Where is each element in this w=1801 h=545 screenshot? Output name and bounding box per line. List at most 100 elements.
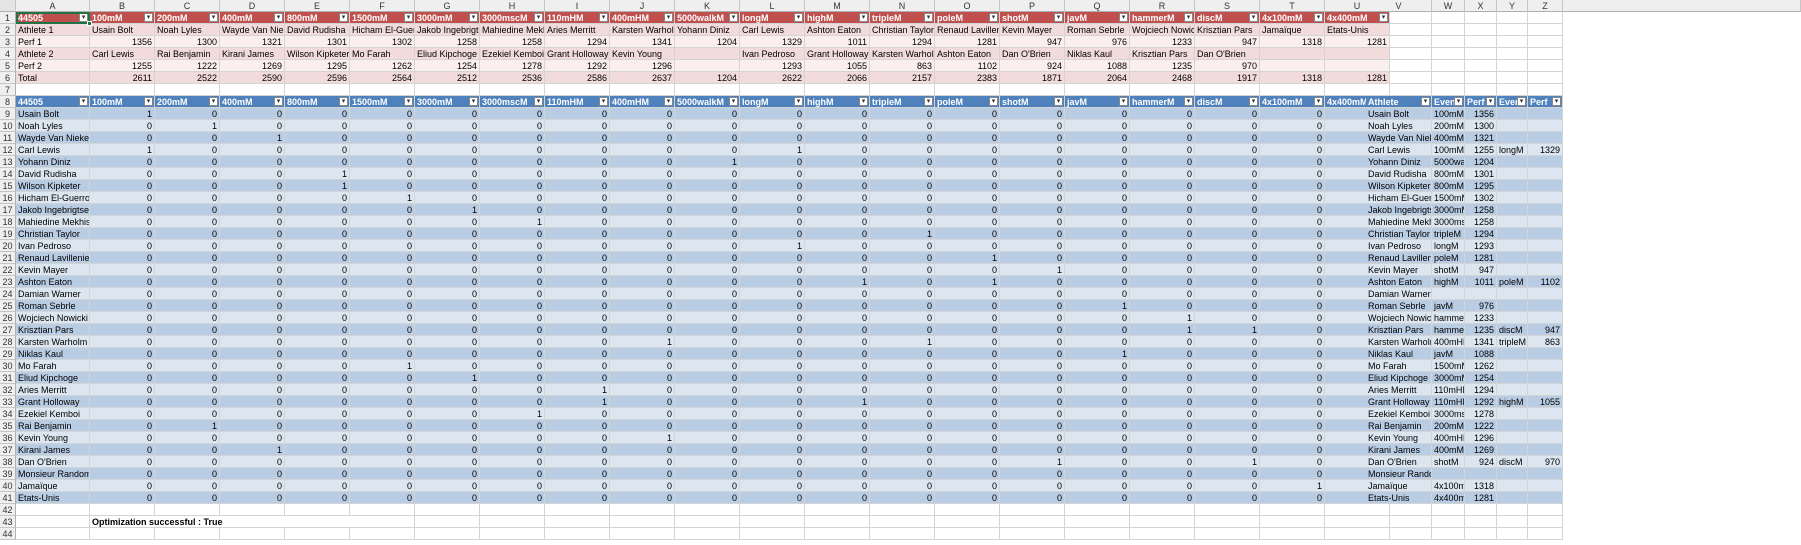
- cell[interactable]: [1366, 36, 1432, 48]
- athlete-name-cell[interactable]: Jamaïque: [16, 480, 90, 492]
- side-table-cell[interactable]: [1497, 384, 1528, 396]
- top-table-cell[interactable]: 2596: [285, 72, 350, 84]
- assignment-cell[interactable]: 0: [1260, 192, 1325, 204]
- assignment-cell[interactable]: 0: [805, 444, 870, 456]
- assignment-cell[interactable]: 1: [805, 396, 870, 408]
- row-header-35[interactable]: 35: [0, 420, 16, 432]
- row-header-31[interactable]: 31: [0, 372, 16, 384]
- cell[interactable]: [805, 528, 870, 540]
- assignment-cell[interactable]: 0: [480, 276, 545, 288]
- assignment-cell[interactable]: 0: [1000, 348, 1065, 360]
- side-table-cell[interactable]: Rai Benjamin: [1366, 420, 1432, 432]
- assignment-cell[interactable]: 0: [1000, 336, 1065, 348]
- assignment-cell[interactable]: 0: [480, 432, 545, 444]
- assignment-cell[interactable]: 0: [1130, 288, 1195, 300]
- assignment-cell[interactable]: 0: [805, 324, 870, 336]
- side-table-cell[interactable]: 1255: [1465, 144, 1497, 156]
- side-table-cell[interactable]: Carl Lewis: [1366, 144, 1432, 156]
- row-header-7[interactable]: 7: [0, 84, 16, 96]
- assignment-cell[interactable]: 0: [415, 276, 480, 288]
- column-header-G[interactable]: G: [415, 0, 480, 12]
- bottom-table-header-400mHM[interactable]: 400mHM ▾: [610, 96, 675, 108]
- assignment-cell[interactable]: 0: [1195, 144, 1260, 156]
- assignment-cell[interactable]: 0: [545, 372, 610, 384]
- bottom-table-header-3000mscM[interactable]: 3000mscM ▾: [480, 96, 545, 108]
- cell[interactable]: [1366, 60, 1432, 72]
- assignment-cell[interactable]: 0: [1195, 132, 1260, 144]
- assignment-cell[interactable]: 0: [1000, 228, 1065, 240]
- row-header-37[interactable]: 37: [0, 444, 16, 456]
- assignment-cell[interactable]: 0: [675, 228, 740, 240]
- assignment-cell[interactable]: 0: [285, 348, 350, 360]
- filter-dropdown-icon[interactable]: ▾: [79, 97, 88, 106]
- assignment-cell[interactable]: 0: [1130, 480, 1195, 492]
- assignment-cell[interactable]: 0: [740, 228, 805, 240]
- top-table-cell[interactable]: Eliud Kipchoge: [415, 48, 480, 60]
- assignment-cell[interactable]: 0: [870, 264, 935, 276]
- side-table-cell[interactable]: Hicham El-Guerrouj: [1366, 192, 1432, 204]
- column-header-K[interactable]: K: [675, 0, 740, 12]
- assignment-cell[interactable]: 0: [1000, 480, 1065, 492]
- assignment-cell[interactable]: 0: [1195, 480, 1260, 492]
- cell[interactable]: [1366, 504, 1432, 516]
- side-table-cell[interactable]: 1222: [1465, 420, 1497, 432]
- filter-dropdown-icon[interactable]: ▾: [1054, 97, 1063, 106]
- side-table-cell[interactable]: 1500mM: [1432, 192, 1465, 204]
- assignment-cell[interactable]: 0: [220, 372, 285, 384]
- fill-handle[interactable]: [87, 21, 92, 26]
- assignment-cell[interactable]: 0: [480, 192, 545, 204]
- assignment-cell[interactable]: 0: [1065, 372, 1130, 384]
- assignment-cell[interactable]: 0: [870, 468, 935, 480]
- top-table-cell[interactable]: 2622: [740, 72, 805, 84]
- cell[interactable]: [1432, 516, 1465, 528]
- assignment-cell[interactable]: 0: [415, 168, 480, 180]
- top-table-cell[interactable]: Krisztian Pars: [1195, 24, 1260, 36]
- row-header-13[interactable]: 13: [0, 156, 16, 168]
- assignment-cell[interactable]: 0: [1195, 396, 1260, 408]
- cell[interactable]: [1432, 48, 1465, 60]
- assignment-cell[interactable]: 1: [220, 132, 285, 144]
- athlete-name-cell[interactable]: Usain Bolt: [16, 108, 90, 120]
- top-table-cell[interactable]: 1329: [740, 36, 805, 48]
- assignment-cell[interactable]: 0: [155, 384, 220, 396]
- athlete-name-cell[interactable]: Karsten Warholm: [16, 336, 90, 348]
- column-header-H[interactable]: H: [480, 0, 545, 12]
- assignment-cell[interactable]: 0: [545, 204, 610, 216]
- cell[interactable]: [285, 528, 350, 540]
- filter-dropdown-icon[interactable]: ▾: [1184, 97, 1193, 106]
- top-table-cell[interactable]: 2383: [935, 72, 1000, 84]
- side-table-cell[interactable]: poleM: [1497, 276, 1528, 288]
- assignment-cell[interactable]: 0: [1260, 408, 1325, 420]
- assignment-cell[interactable]: 0: [415, 132, 480, 144]
- assignment-cell[interactable]: 0: [1130, 456, 1195, 468]
- side-table-cell[interactable]: 924: [1465, 456, 1497, 468]
- assignment-cell[interactable]: 0: [1000, 120, 1065, 132]
- cell[interactable]: [675, 504, 740, 516]
- assignment-cell[interactable]: 0: [1130, 132, 1195, 144]
- side-table-cell[interactable]: [1497, 192, 1528, 204]
- assignment-cell[interactable]: 0: [1000, 288, 1065, 300]
- top-table-cell[interactable]: Mo Farah: [350, 48, 415, 60]
- assignment-cell[interactable]: 0: [610, 312, 675, 324]
- assignment-cell[interactable]: 0: [675, 408, 740, 420]
- assignment-cell[interactable]: 0: [220, 324, 285, 336]
- assignment-cell[interactable]: 0: [870, 300, 935, 312]
- assignment-cell[interactable]: 0: [870, 432, 935, 444]
- assignment-cell[interactable]: 0: [805, 264, 870, 276]
- assignment-cell[interactable]: 0: [220, 264, 285, 276]
- top-table-header-4x100mM[interactable]: 4x100mM ▾: [1260, 12, 1325, 24]
- assignment-cell[interactable]: 0: [740, 372, 805, 384]
- assignment-cell[interactable]: 0: [285, 156, 350, 168]
- athlete-name-cell[interactable]: Ashton Eaton: [16, 276, 90, 288]
- side-table-cell[interactable]: [1528, 180, 1563, 192]
- cell[interactable]: [1528, 516, 1563, 528]
- filter-dropdown-icon[interactable]: ▾: [599, 97, 608, 106]
- top-table-cell[interactable]: 2637: [610, 72, 675, 84]
- assignment-cell[interactable]: 0: [480, 360, 545, 372]
- assignment-cell[interactable]: 0: [90, 132, 155, 144]
- cell[interactable]: [350, 84, 415, 96]
- side-table-cell[interactable]: [1497, 480, 1528, 492]
- cell[interactable]: [1432, 84, 1465, 96]
- assignment-cell[interactable]: 0: [675, 360, 740, 372]
